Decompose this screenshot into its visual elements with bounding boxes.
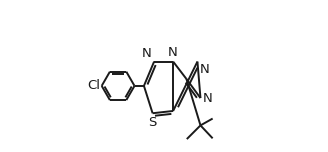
- Text: N: N: [142, 47, 152, 60]
- Text: N: N: [203, 92, 213, 105]
- Text: N: N: [168, 46, 178, 59]
- Text: Cl: Cl: [87, 79, 100, 92]
- Text: N: N: [200, 63, 210, 76]
- Text: S: S: [148, 116, 156, 129]
